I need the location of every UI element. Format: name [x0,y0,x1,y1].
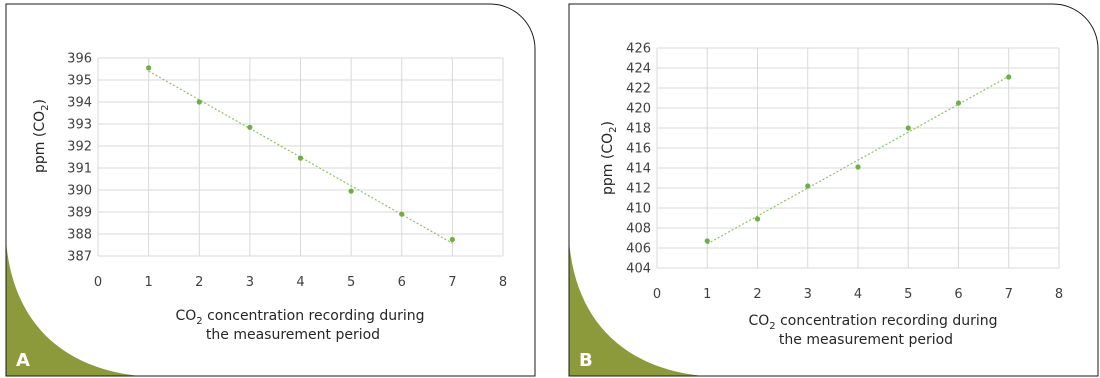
panel-b-y-tick-label: 408 [626,222,651,237]
panel-a-x-axis-title-line-1: CO2 concentration recording during [175,308,424,327]
panel-a-y-tick-label: 388 [67,228,92,243]
panel-b-gridlines [656,47,1060,269]
panel-b-x-tick-label: 0 [653,287,661,302]
panel-a-gridlines [97,57,504,257]
panel-b-data-point [704,238,710,244]
panel-a-x-tick-labels: 0 1 2 3 4 5 6 7 8 [94,275,507,290]
panel-b-y-tick-label: 422 [626,82,651,97]
panel-a-x-tick-label: 5 [347,275,355,290]
panel-a-data-point [146,65,152,71]
panel-b-label: B [579,350,593,371]
panel-b-y-tick-label: 424 [626,62,651,77]
panel-b-data-point [855,164,861,170]
panel-b-y-tick-label: 406 [626,242,651,257]
panel-a-x-tick-label: 3 [246,275,254,290]
panel-a-x-tick-label: 2 [195,275,203,290]
panel-b-x-tick-label: 3 [804,287,812,302]
panel-b-x-tick-label: 2 [753,287,761,302]
panel-a-data-points [146,65,455,243]
panel-a-x-tick-label: 7 [448,275,456,290]
panel-a-frame [5,3,536,377]
panel-b-y-tick-label: 414 [626,162,651,177]
panel-b-data-points [704,74,1012,244]
panel-b-x-tick-label: 5 [904,287,912,302]
panel-b-y-tick-label: 420 [626,102,651,117]
panel-b-y-tick-label: 404 [626,262,651,277]
panel-b-data-point [754,216,761,222]
panel-a-corner-decoration [6,240,140,376]
panel-a-x-tick-label: 8 [499,275,507,290]
panel-a-y-tick-label: 396 [67,52,92,67]
panel-a-y-tick-label: 391 [67,162,92,177]
panel-a-label: A [16,350,30,371]
panel-a-data-point [247,124,253,130]
panel-b-data-point [1006,74,1012,80]
panel-b-trendline [706,75,1010,245]
panel-a: A 387 388 389 390 391 392 393 394 395 396 0 1 2 3 4 5 6… [5,3,536,377]
panel-b-data-point [805,183,811,189]
panel-a-y-tick-label: 390 [67,184,92,199]
panel-a-x-axis-title-line-2: the measurement period [206,327,380,343]
panel-b-x-axis-title-line-1: CO2 concentration recording during [748,313,997,332]
panel-b-corner-decoration [569,240,703,376]
panel-b-data-point [955,100,962,106]
panel-a-y-tick-label: 394 [67,96,92,111]
panel-b-x-axis-title-line-2: the measurement period [779,332,953,348]
panel-b-x-tick-labels: 0 1 2 3 4 5 6 7 8 [653,287,1063,302]
panel-b-frame [568,3,1099,377]
panel-b-y-tick-labels: 404 406 408 410 412 414 416 418 420 422 424 426 [626,42,651,277]
panel-b-y-tick-label: 418 [626,122,651,137]
panel-a-x-tick-label: 1 [144,275,152,290]
panel-a-y-axis-title: ppm (CO2) [32,99,51,173]
panel-a-data-point [348,188,354,194]
panel-a-x-tick-label: 4 [296,275,304,290]
panel-a-data-point [196,99,202,105]
panel-a-y-tick-label: 389 [67,206,92,221]
panel-b-data-point [905,125,911,131]
panel-b-x-tick-label: 8 [1055,287,1063,302]
panel-b-x-tick-label: 6 [954,287,962,302]
panel-a-data-point [449,236,455,243]
panel-b-y-tick-label: 412 [626,182,651,197]
panel-a-y-tick-label: 392 [67,140,92,155]
panel-b-x-tick-label: 7 [1005,287,1013,302]
panel-b-y-tick-label: 410 [626,202,651,217]
panel-b-y-axis-title: ppm (CO2) [600,121,619,195]
panel-a-data-point [297,155,304,161]
panel-a-data-point [399,211,405,217]
panel-b-y-tick-label: 416 [626,142,651,157]
panel-a-y-tick-label: 395 [67,74,92,89]
panel-b-x-tick-label: 1 [703,287,711,302]
panel-a-x-tick-label: 0 [94,275,102,290]
panel-a-y-tick-labels: 387 388 389 390 391 392 393 394 395 396 [67,52,92,265]
panel-a-y-tick-label: 393 [67,118,92,133]
panel-a-y-tick-label: 387 [67,250,92,265]
panel-b-y-tick-label: 426 [626,42,651,57]
panel-b-x-tick-label: 4 [854,287,862,302]
panel-a-x-tick-label: 6 [398,275,406,290]
